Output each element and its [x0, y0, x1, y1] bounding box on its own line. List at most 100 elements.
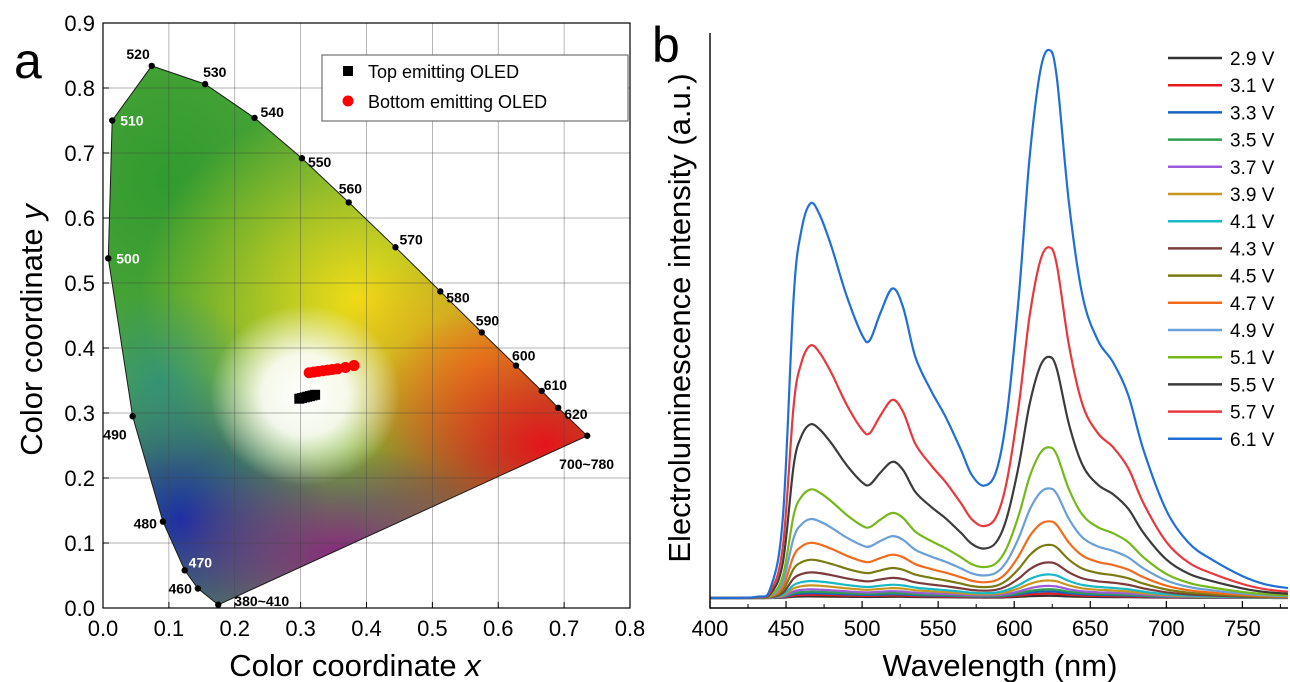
x-tick-label: 500 [844, 616, 881, 641]
spectrum-line [709, 246, 1289, 600]
locus-point [159, 518, 167, 525]
locus-point [298, 155, 306, 162]
data-point-bottom-emitting [339, 362, 351, 373]
legend-label: 4.3 V [1230, 239, 1275, 260]
spectrum-line [710, 579, 1289, 600]
spectrum-line [710, 584, 1289, 600]
locus-wavelength-label: 700~780 [559, 456, 614, 472]
x-tick-label: 700 [1148, 616, 1185, 641]
y-tick-label: 0.8 [64, 76, 95, 101]
spectrum-line [709, 561, 1289, 600]
x-tick-label: 0.1 [154, 616, 185, 641]
axis-ticks: 400 450 500 550 600 650 700 750 [692, 601, 1281, 641]
electroluminescence-spectra-chart: 400 450 500 550 600 650 700 750 b Wavelength (n… [652, 17, 1289, 682]
y-axis-label: Color coordinate y [14, 202, 49, 456]
y-tick-label: 0.9 [64, 11, 95, 36]
legend-label: 2.9 V [1230, 49, 1275, 70]
spectrum-line [709, 543, 1289, 600]
y-tick-label: 0.4 [64, 336, 95, 361]
locus-point [105, 255, 112, 262]
x-tick-label: 0.0 [88, 616, 119, 641]
data-points [294, 360, 360, 404]
data-point-bottom-emitting [348, 360, 360, 372]
panel-label-a: a [14, 33, 42, 89]
locus-wavelength-label: 620 [564, 406, 588, 422]
locus-wavelength-label: 610 [544, 377, 568, 393]
locus-point [201, 80, 209, 88]
y-axis-label: Electroluminescence intensity (a.u.) [662, 73, 697, 562]
x-tick-label: 0.8 [615, 616, 646, 641]
plot-frame [709, 33, 1288, 609]
x-tick-label: 0.5 [417, 616, 448, 641]
y-tick-label: 0.1 [64, 531, 95, 556]
locus-wavelength-label: 600 [512, 348, 536, 364]
locus-point [181, 567, 188, 574]
locus-point [554, 404, 562, 411]
locus-point [512, 362, 520, 369]
spectrum-line [709, 446, 1289, 600]
legend: Top emitting OLED Bottom emitting OLED [321, 54, 629, 122]
legend-marker-top [343, 66, 353, 76]
locus-wavelength-label: 480 [134, 516, 158, 532]
y-axis-variable: y [14, 202, 49, 222]
locus-wavelength-label: 520 [126, 46, 150, 62]
legend-label: 3.9 V [1230, 185, 1275, 206]
locus-wavelength-label: 540 [261, 104, 285, 120]
legend-label: 3.5 V [1230, 131, 1275, 152]
legend-box [321, 54, 629, 122]
x-tick-label: 450 [768, 616, 805, 641]
legend-label: 4.1 V [1230, 212, 1275, 233]
x-tick-label: 0.2 [219, 616, 250, 641]
locus-point [129, 413, 136, 420]
x-tick-label: 600 [996, 616, 1033, 641]
legend-label: 3.7 V [1230, 158, 1275, 179]
x-tick-label: 0.7 [549, 616, 580, 641]
locus-wavelength-label: 570 [399, 231, 423, 247]
y-tick-label: 0.7 [64, 141, 95, 166]
locus-wavelength-label: 550 [308, 154, 332, 170]
cie-chromaticity-chart: 380~410 460 470 480 490 500 510 520 530 540 550 560… [14, 11, 645, 682]
legend-label-bottom: Bottom emitting OLED [368, 92, 547, 112]
spectrum-lines [709, 48, 1289, 600]
legend-label: 5.1 V [1230, 348, 1275, 369]
legend-label: 4.5 V [1230, 267, 1275, 288]
locus-point [538, 387, 545, 395]
locus-point [148, 62, 155, 70]
x-tick-label: 0.4 [351, 616, 382, 641]
locus-wavelength-label: 460 [169, 581, 193, 597]
locus-point [251, 114, 258, 122]
locus-point [215, 601, 222, 608]
locus-point [583, 432, 591, 439]
legend-label: 6.1 V [1230, 430, 1275, 451]
spectral-locus-points: 380~410 460 470 480 490 500 510 520 530 540 550 560… [103, 46, 614, 609]
locus-wavelength-label: 530 [203, 64, 227, 80]
legend-label: 4.9 V [1230, 321, 1275, 342]
legend: 2.9 V 3.1 V 3.3 V 3.5 V 3.7 V 3.9 V 4.1 V 4.3 V… [1168, 49, 1275, 451]
locus-point [345, 199, 352, 206]
locus-point [194, 585, 202, 592]
locus-wavelength-label: 380~410 [234, 593, 289, 609]
y-tick-label: 0.0 [64, 596, 95, 621]
y-tick-label: 0.3 [64, 401, 95, 426]
locus-wavelength-label: 590 [476, 312, 500, 328]
x-axis-variable: x [463, 648, 482, 682]
axis-ticks: 0.0 0.1 0.2 0.3 0.4 0.5 0.6 0.7 0.8 0.0 0.1 0.2 0.3 0… [64, 11, 645, 641]
locus-wavelength-label: 490 [103, 426, 127, 442]
data-point-top-emitting [310, 389, 321, 400]
x-tick-label: 750 [1224, 616, 1261, 641]
x-tick-label: 400 [692, 616, 729, 641]
panel-label-b: b [652, 17, 680, 73]
legend-marker-bottom [342, 95, 354, 107]
legend-label: 3.3 V [1230, 103, 1275, 124]
legend-label: 5.7 V [1230, 403, 1275, 424]
legend-label: 3.1 V [1230, 76, 1275, 97]
y-tick-label: 0.6 [64, 206, 95, 231]
locus-point [478, 329, 485, 336]
locus-point [109, 117, 116, 124]
y-tick-label: 0.2 [64, 466, 95, 491]
legend-label: 5.5 V [1230, 375, 1275, 396]
spectral-locus-outline [107, 65, 589, 606]
locus-wavelength-label: 500 [116, 250, 140, 266]
locus-wavelength-label: 510 [120, 113, 144, 129]
